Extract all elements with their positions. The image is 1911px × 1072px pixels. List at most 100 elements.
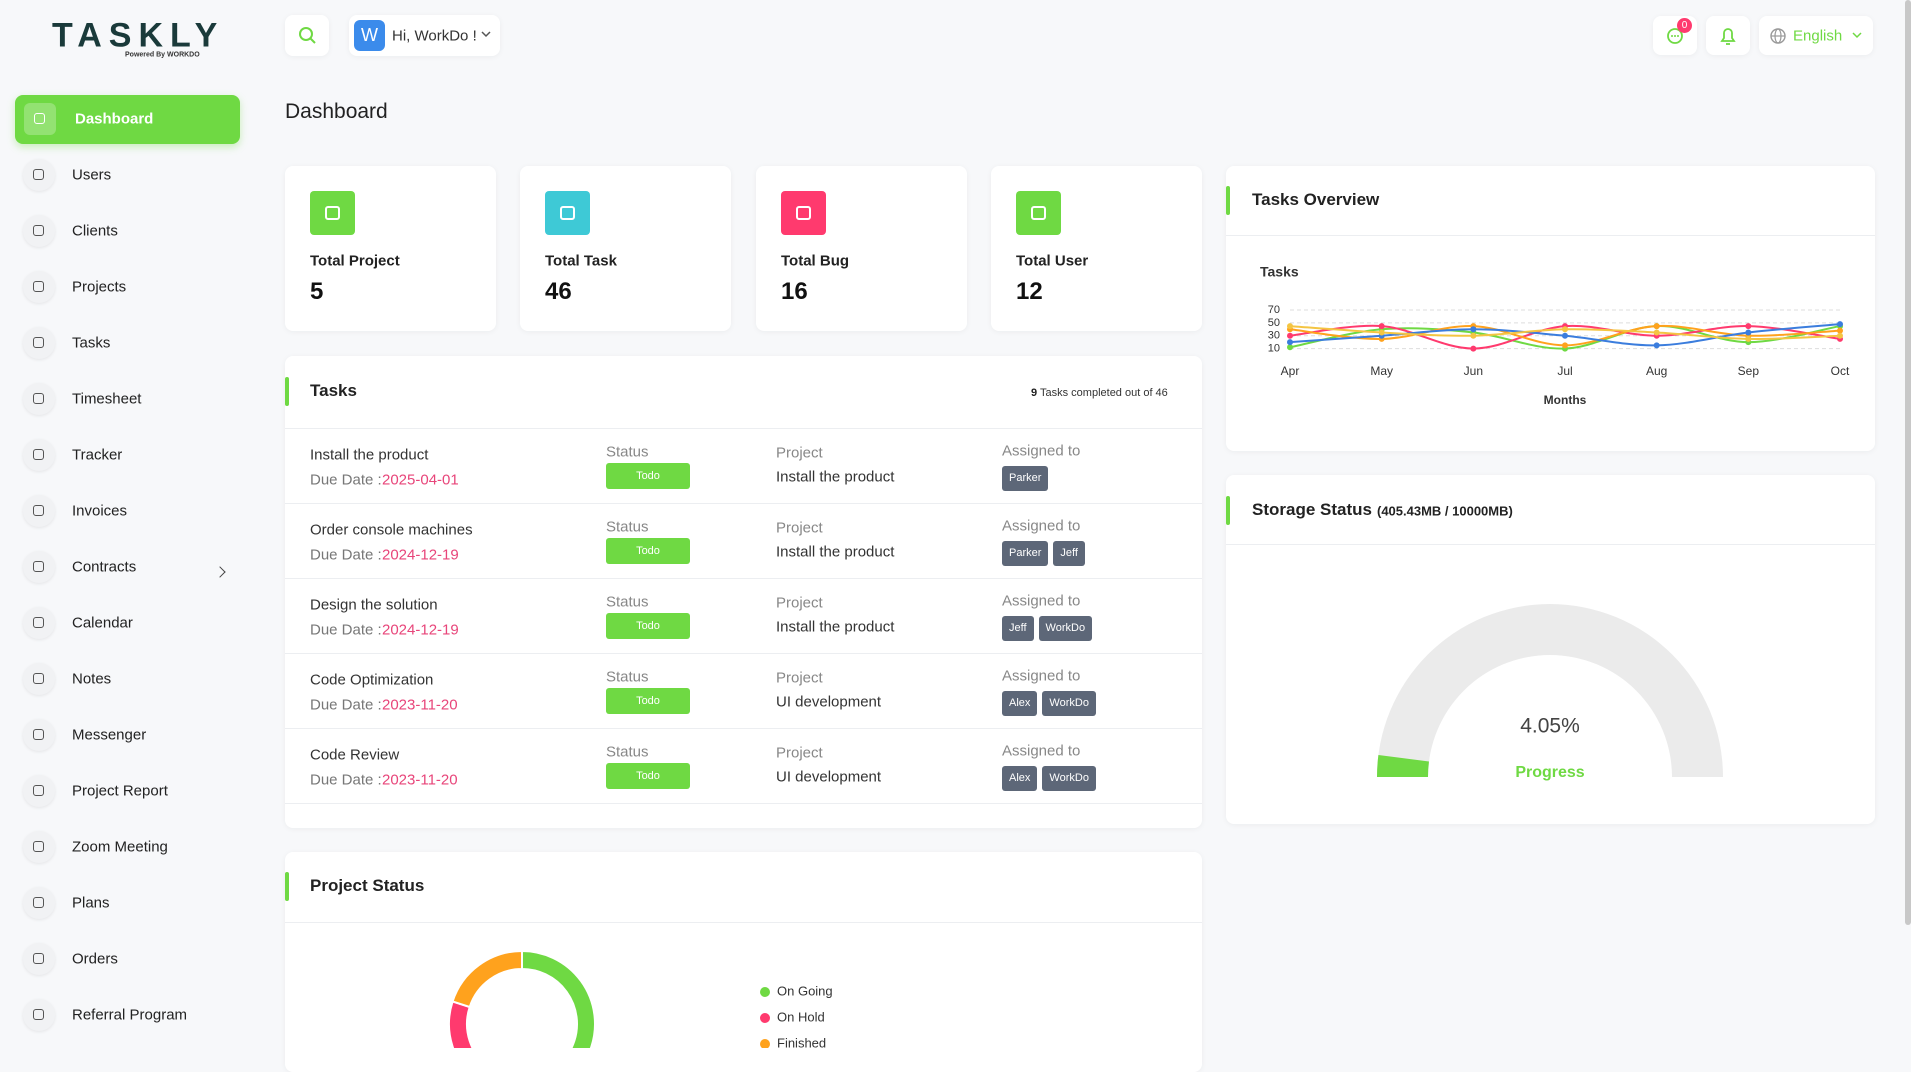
sidebar-icon-glyph bbox=[33, 673, 44, 684]
assignee-badge: Alex bbox=[1002, 691, 1038, 716]
divider bbox=[1226, 235, 1875, 236]
assignee-badge: WorkDo bbox=[1038, 616, 1093, 641]
status-badge: Todo bbox=[606, 688, 690, 714]
sidebar-icon-glyph bbox=[33, 841, 44, 852]
status-badge: Todo bbox=[606, 613, 690, 639]
divider bbox=[285, 922, 1202, 923]
project-label: Project bbox=[776, 669, 823, 687]
completed-count: 9 bbox=[1031, 387, 1038, 399]
stat-icon-glyph bbox=[325, 206, 340, 220]
stat-label: Total User bbox=[1016, 252, 1089, 270]
sidebar-item: Dashboard bbox=[75, 110, 154, 128]
project-name: UI development bbox=[776, 693, 882, 711]
assignee-badge: WorkDo bbox=[1042, 691, 1096, 716]
sidebar-item: Messenger bbox=[72, 726, 147, 744]
status-label: Status bbox=[606, 593, 649, 611]
due-label: Due Date : bbox=[310, 471, 382, 489]
sidebar-icon-glyph bbox=[33, 1009, 44, 1020]
language-menu[interactable]: English bbox=[1759, 16, 1873, 55]
assigned-label: Assigned to bbox=[1002, 667, 1081, 685]
sidebar-item: Orders bbox=[72, 950, 118, 968]
stat-icon-glyph bbox=[560, 206, 575, 220]
sidebar-icon-glyph bbox=[33, 897, 44, 908]
due-date: 2023-11-20 bbox=[382, 771, 458, 789]
project-label: Project bbox=[776, 444, 823, 462]
sidebar-icon bbox=[23, 943, 55, 975]
user-menu[interactable]: W Hi, WorkDo ! bbox=[349, 15, 500, 56]
due-date: 2024-12-19 bbox=[382, 546, 459, 564]
sidebar-icon-glyph bbox=[33, 505, 44, 516]
stat-label: Total Bug bbox=[781, 252, 850, 270]
project-name: Install the product bbox=[776, 618, 895, 636]
logo-brand: TASKLY bbox=[52, 16, 225, 55]
sidebar-icon-glyph bbox=[33, 169, 44, 180]
sidebar-icon bbox=[23, 719, 55, 751]
language: English bbox=[1793, 27, 1843, 45]
message-badge: 0 bbox=[1677, 18, 1692, 33]
page-title: Dashboard bbox=[285, 100, 388, 123]
divider bbox=[285, 428, 1202, 429]
status-label: Status bbox=[606, 443, 649, 461]
sidebar-icon-glyph bbox=[33, 953, 44, 964]
completed-summary: Tasks completed out of 46 bbox=[1040, 387, 1168, 399]
sidebar-item: Tasks bbox=[72, 334, 111, 352]
sidebar-icon bbox=[23, 775, 55, 807]
sidebar-item: Clients bbox=[72, 222, 118, 240]
sidebar-icon bbox=[24, 103, 56, 135]
task-name: Install the product bbox=[310, 446, 429, 464]
sidebar-item: Project Report bbox=[72, 782, 168, 800]
header-accent bbox=[285, 377, 289, 406]
chevron bbox=[481, 31, 491, 38]
chevron bbox=[1852, 32, 1862, 39]
sidebar-icon-glyph bbox=[33, 337, 44, 348]
due-label: Due Date : bbox=[310, 696, 382, 714]
status-label: Status bbox=[606, 518, 649, 536]
sidebar-icon bbox=[23, 383, 55, 415]
row-divider bbox=[285, 653, 1202, 654]
sidebar-icon bbox=[23, 439, 55, 471]
sidebar-icon bbox=[23, 159, 55, 191]
due-date: 2025-04-01 bbox=[382, 471, 459, 489]
due-label: Due Date : bbox=[310, 621, 382, 639]
sidebar-icon bbox=[23, 327, 55, 359]
panel-title: Project Status bbox=[310, 876, 425, 895]
messages-button[interactable]: 0 bbox=[1653, 16, 1697, 55]
panel-title: Tasks bbox=[310, 381, 357, 400]
panel-title: Storage Status bbox=[1252, 500, 1372, 519]
sidebar-icon-glyph bbox=[33, 617, 44, 628]
chat-icon bbox=[1667, 28, 1683, 44]
notifications-button[interactable] bbox=[1706, 16, 1750, 55]
stat-value: 16 bbox=[781, 278, 808, 305]
sidebar-item: Tracker bbox=[72, 446, 123, 464]
scrollbar[interactable] bbox=[1905, 0, 1911, 925]
panel-title: Tasks Overview bbox=[1252, 190, 1380, 209]
tasks-card bbox=[285, 356, 1202, 828]
stat-icon bbox=[1016, 191, 1061, 235]
row-divider bbox=[285, 728, 1202, 729]
task-name: Order console machines bbox=[310, 521, 473, 539]
storage-detail: (405.43MB / 10000MB) bbox=[1376, 503, 1513, 519]
project-name: Install the product bbox=[776, 468, 895, 486]
sidebar-icon bbox=[23, 551, 55, 583]
search-button[interactable] bbox=[285, 15, 329, 56]
assigned-label: Assigned to bbox=[1002, 517, 1081, 535]
sidebar-item-active[interactable] bbox=[15, 95, 240, 144]
assigned-label: Assigned to bbox=[1002, 742, 1081, 760]
sidebar-item: Zoom Meeting bbox=[72, 838, 168, 856]
sidebar-item: Referral Program bbox=[72, 1006, 188, 1024]
stat-icon bbox=[545, 191, 590, 235]
status-badge: Todo bbox=[606, 538, 690, 564]
status-label: Status bbox=[606, 668, 649, 686]
sidebar-item: Invoices bbox=[72, 502, 128, 520]
search-icon bbox=[299, 27, 316, 44]
task-name: Design the solution bbox=[310, 596, 438, 614]
globe-icon bbox=[1770, 28, 1786, 44]
due-date: 2024-12-19 bbox=[382, 621, 459, 639]
sidebar-icon-glyph bbox=[33, 729, 44, 740]
sidebar-item: Calendar bbox=[72, 614, 133, 632]
tasks-overview-card bbox=[1226, 166, 1875, 451]
assigned-label: Assigned to bbox=[1002, 592, 1081, 610]
due-label: Due Date : bbox=[310, 771, 382, 789]
sidebar-icon-glyph bbox=[33, 561, 44, 572]
assigned-label: Assigned to bbox=[1002, 442, 1081, 460]
